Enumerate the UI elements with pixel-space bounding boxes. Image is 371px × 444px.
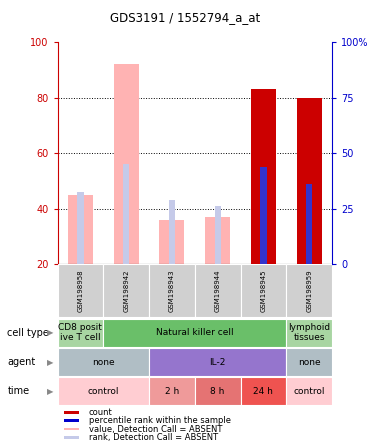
Bar — [214, 206, 221, 264]
Bar — [240, 377, 286, 405]
Text: lymphoid
tissues: lymphoid tissues — [288, 323, 330, 342]
Text: ▶: ▶ — [47, 328, 53, 337]
Text: Natural killer cell: Natural killer cell — [156, 328, 234, 337]
Bar — [260, 167, 266, 264]
Bar — [296, 98, 322, 264]
Bar — [58, 264, 103, 317]
Text: percentile rank within the sample: percentile rank within the sample — [89, 416, 231, 425]
Bar — [251, 89, 276, 264]
Bar — [58, 377, 149, 405]
Text: none: none — [298, 357, 321, 367]
Text: control: control — [293, 387, 325, 396]
Text: GSM198943: GSM198943 — [169, 270, 175, 312]
Bar — [286, 348, 332, 376]
Text: rank, Detection Call = ABSENT: rank, Detection Call = ABSENT — [89, 433, 218, 442]
Bar — [296, 98, 322, 264]
Text: agent: agent — [7, 357, 36, 367]
Text: 2 h: 2 h — [165, 387, 179, 396]
Bar — [149, 377, 195, 405]
Text: GSM198945: GSM198945 — [260, 270, 266, 312]
Bar — [240, 264, 286, 317]
Text: 8 h: 8 h — [210, 387, 225, 396]
Bar — [205, 217, 230, 264]
Text: value, Detection Call = ABSENT: value, Detection Call = ABSENT — [89, 424, 222, 434]
Bar — [77, 192, 83, 264]
Bar — [159, 220, 184, 264]
Bar — [169, 200, 175, 264]
Text: 24 h: 24 h — [253, 387, 273, 396]
Bar — [64, 428, 79, 431]
Bar — [103, 264, 149, 317]
Text: ▶: ▶ — [47, 387, 53, 396]
Bar — [68, 195, 93, 264]
Text: GDS3191 / 1552794_a_at: GDS3191 / 1552794_a_at — [111, 11, 260, 24]
Text: none: none — [92, 357, 115, 367]
Text: ▶: ▶ — [47, 357, 53, 367]
Bar — [58, 319, 103, 347]
Text: GSM198944: GSM198944 — [215, 270, 221, 312]
Bar — [286, 264, 332, 317]
Text: GSM198958: GSM198958 — [78, 270, 83, 312]
Bar — [64, 419, 79, 422]
Bar — [58, 348, 149, 376]
Text: time: time — [7, 386, 30, 396]
Bar — [306, 184, 312, 264]
Bar — [114, 64, 139, 264]
Text: GSM198942: GSM198942 — [123, 270, 129, 312]
Text: GSM198959: GSM198959 — [306, 270, 312, 312]
Text: count: count — [89, 408, 112, 417]
Bar — [64, 436, 79, 439]
Text: control: control — [88, 387, 119, 396]
Bar — [251, 89, 276, 264]
Text: cell type: cell type — [7, 328, 49, 338]
Bar — [103, 319, 286, 347]
Bar — [149, 348, 286, 376]
Bar — [64, 411, 79, 414]
Bar — [286, 319, 332, 347]
Bar — [306, 184, 312, 264]
Bar — [123, 164, 129, 264]
Text: CD8 posit
ive T cell: CD8 posit ive T cell — [59, 323, 102, 342]
Bar — [195, 264, 240, 317]
Text: IL-2: IL-2 — [210, 357, 226, 367]
Bar — [260, 167, 266, 264]
Bar — [195, 377, 240, 405]
Bar — [286, 377, 332, 405]
Bar — [149, 264, 195, 317]
